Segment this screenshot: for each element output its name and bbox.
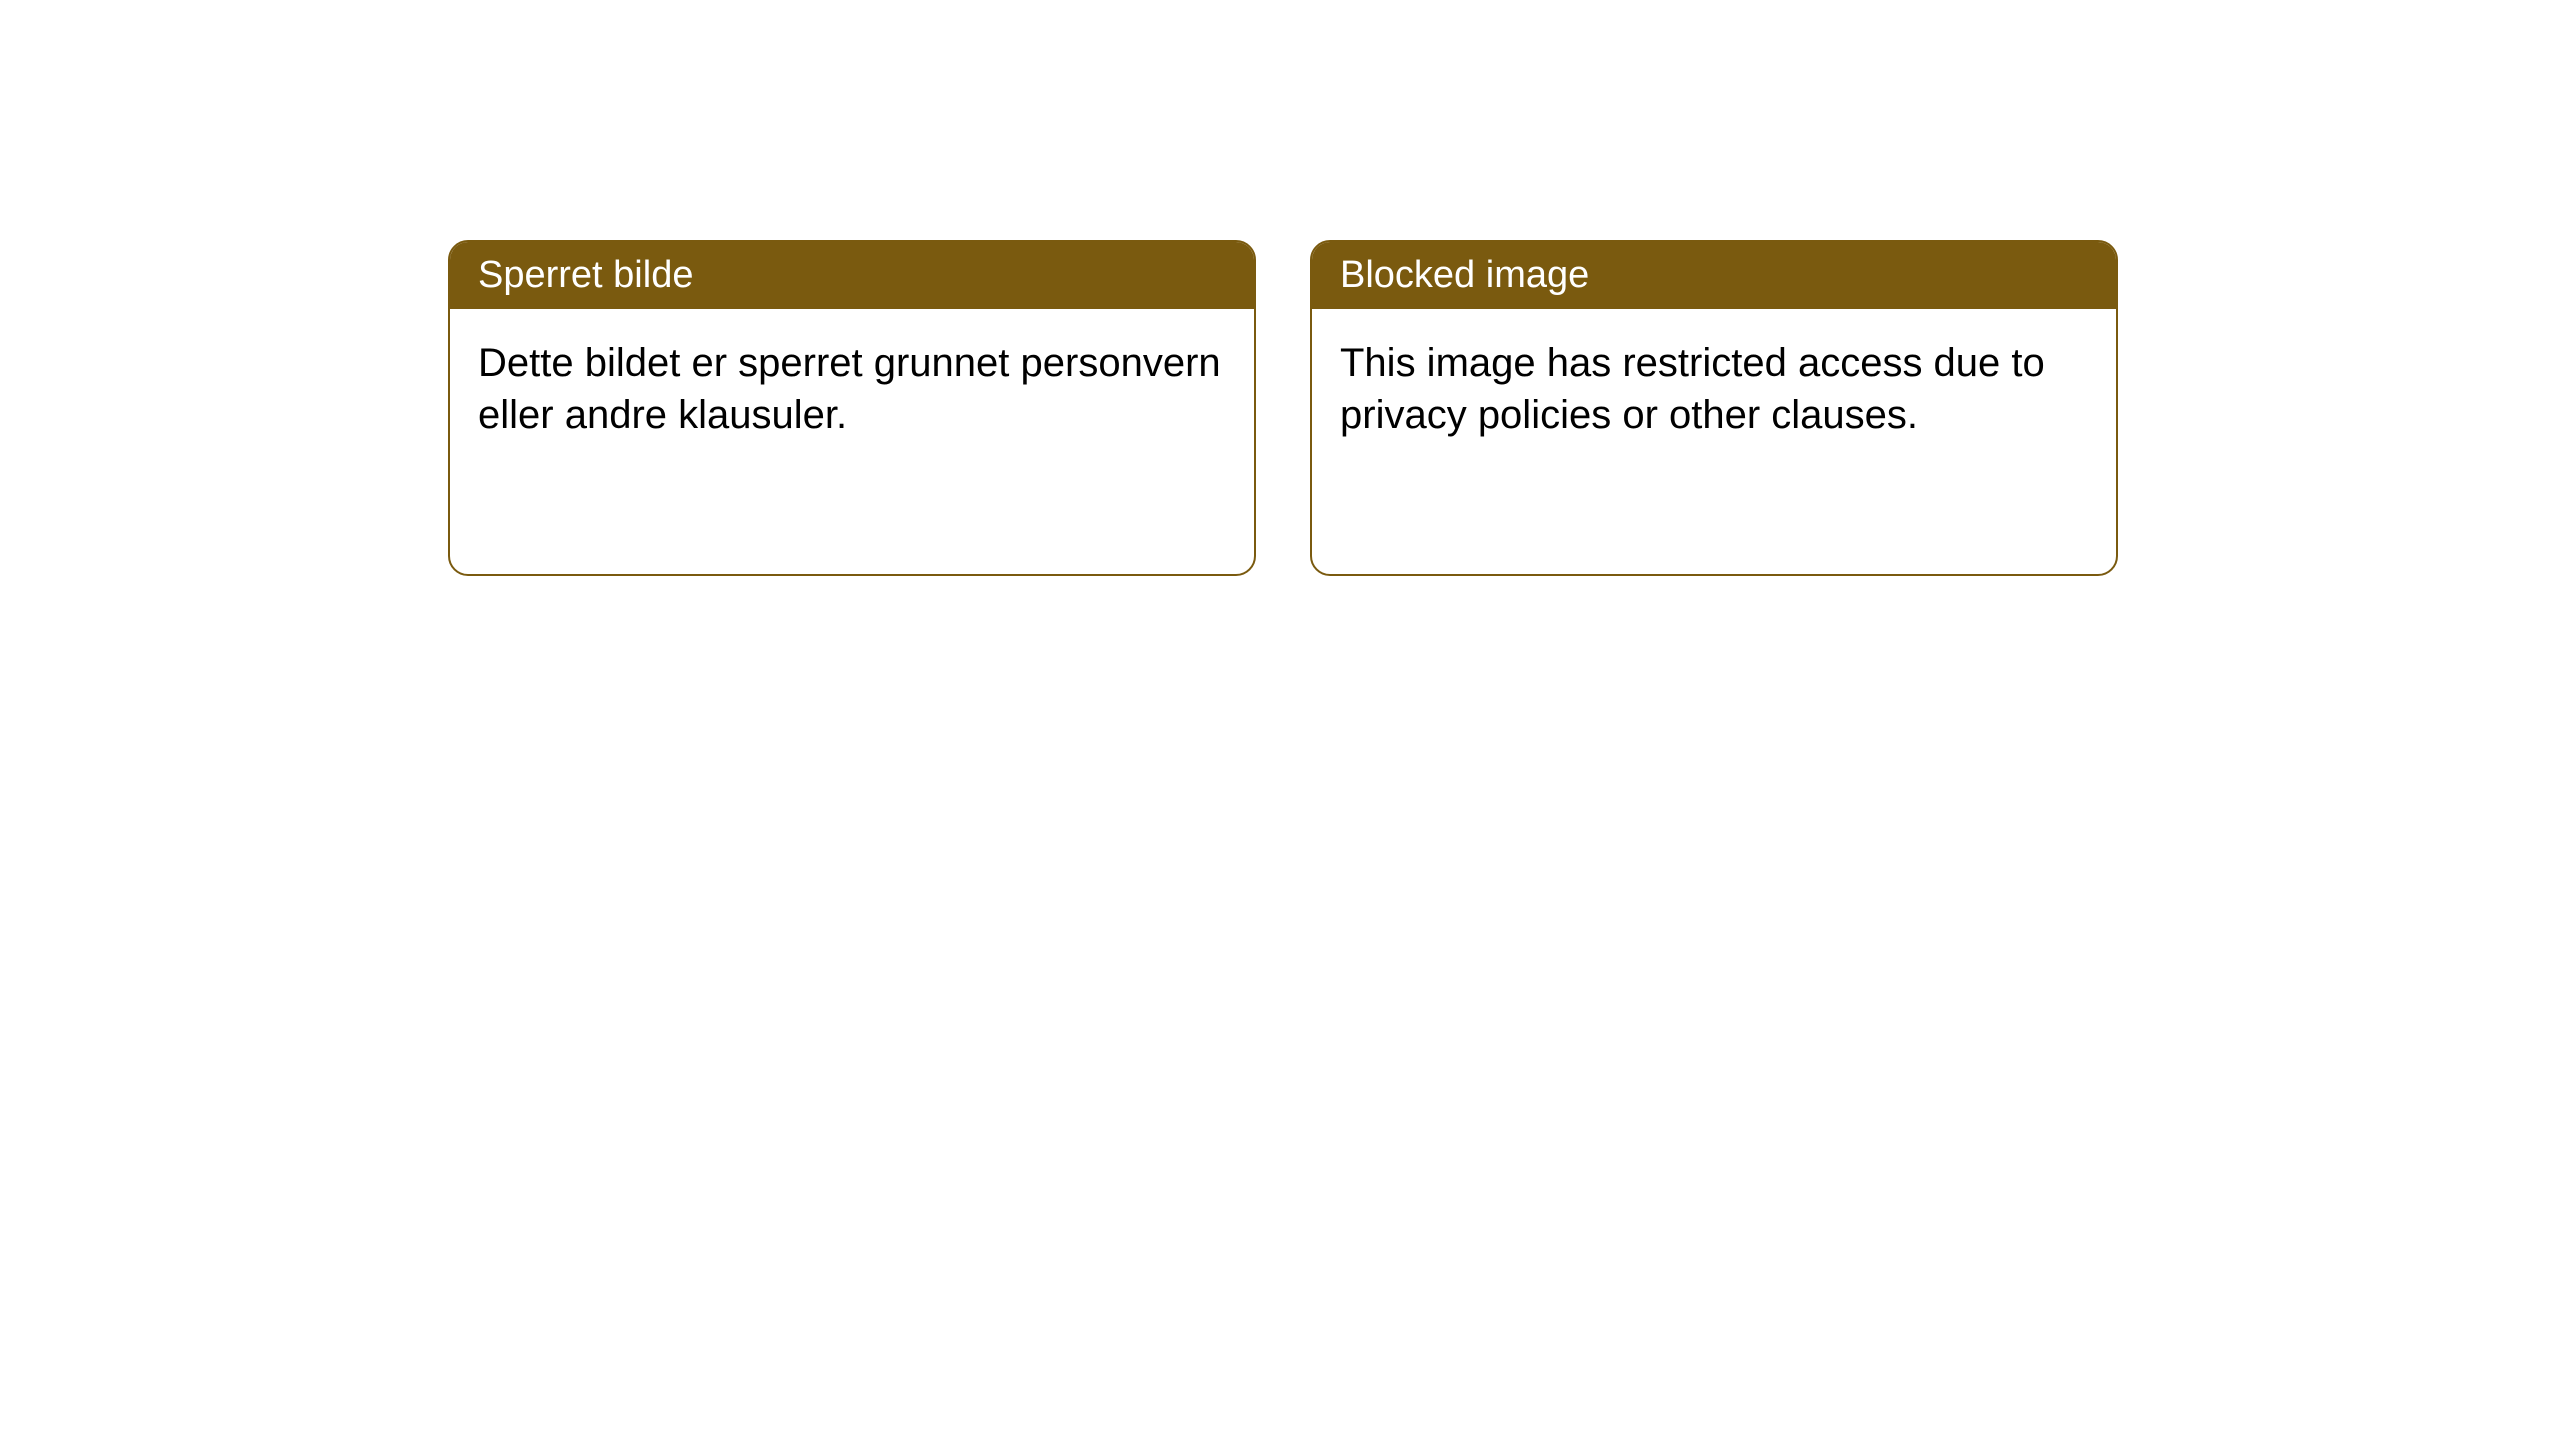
card-title: Blocked image: [1340, 254, 1589, 296]
card-body: This image has restricted access due to …: [1312, 309, 2116, 469]
card-title: Sperret bilde: [478, 254, 693, 296]
notice-container: Sperret bilde Dette bildet er sperret gr…: [0, 0, 2560, 576]
blocked-image-card-en: Blocked image This image has restricted …: [1310, 240, 2118, 576]
card-message: This image has restricted access due to …: [1340, 341, 2045, 437]
card-header: Sperret bilde: [450, 242, 1254, 309]
card-message: Dette bildet er sperret grunnet personve…: [478, 341, 1221, 437]
card-header: Blocked image: [1312, 242, 2116, 309]
card-body: Dette bildet er sperret grunnet personve…: [450, 309, 1254, 469]
blocked-image-card-no: Sperret bilde Dette bildet er sperret gr…: [448, 240, 1256, 576]
